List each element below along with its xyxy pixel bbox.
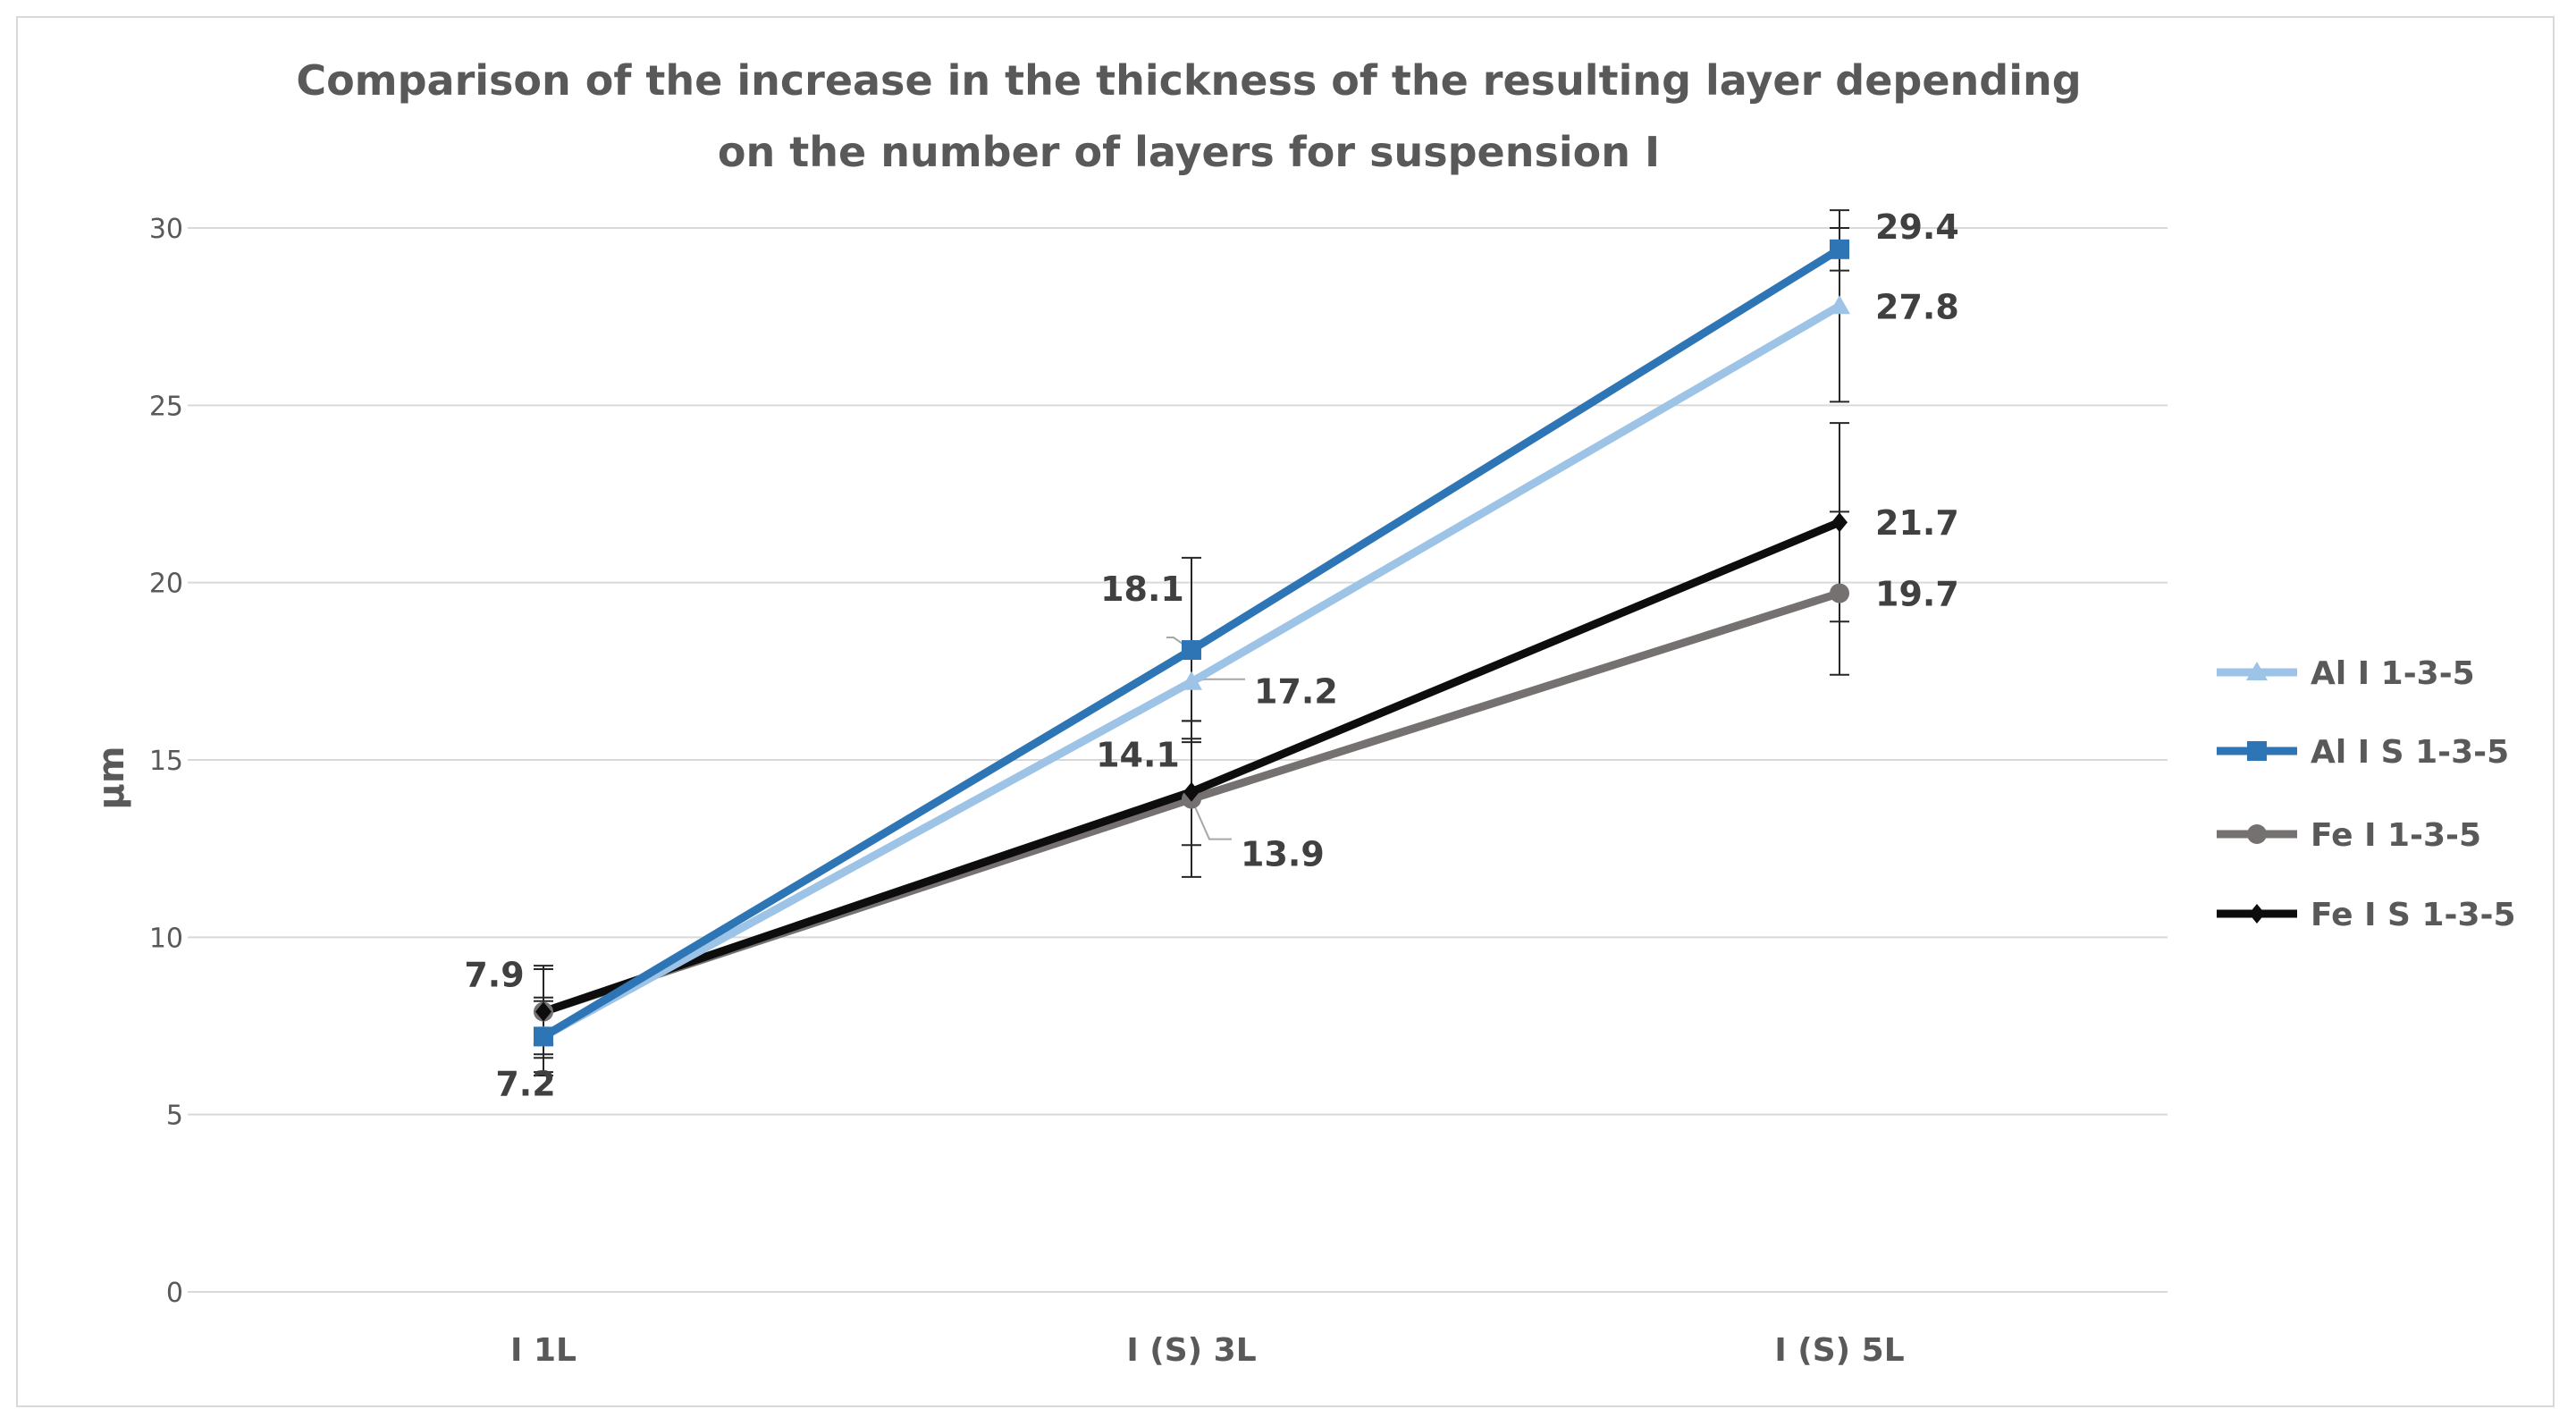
y-tick-label: 20 bbox=[149, 569, 183, 600]
data-label: 17.2 bbox=[1254, 672, 1338, 712]
chart-title: Comparison of the increase in the thickn… bbox=[296, 56, 2082, 176]
data-label: 13.9 bbox=[1241, 835, 1325, 874]
x-category-label: I (S) 3L bbox=[1126, 1332, 1256, 1369]
y-tick-label: 30 bbox=[149, 214, 183, 245]
data-labels: 17.2 27.8 7.2 18.1 29.4 13.9 19.7 7.9 14.1 21.7 bbox=[464, 207, 1958, 1104]
x-category-label: I 1L bbox=[510, 1332, 577, 1369]
marker-diamond bbox=[2249, 904, 2265, 924]
data-label: 19.7 bbox=[1875, 575, 1959, 614]
data-label: 21.7 bbox=[1875, 503, 1959, 543]
data-label: 7.9 bbox=[464, 956, 524, 995]
marker-square bbox=[1830, 239, 1849, 259]
marker-triangle bbox=[1181, 671, 1202, 690]
y-axis-ticks: 0 5 10 15 20 25 30 bbox=[149, 214, 183, 1309]
chart-frame bbox=[16, 16, 2555, 1407]
y-tick-label: 10 bbox=[149, 923, 183, 954]
x-axis-categories: I 1L I (S) 3L I (S) 5L bbox=[510, 1332, 1905, 1369]
x-category-label: I (S) 5L bbox=[1774, 1332, 1904, 1369]
y-tick-label: 5 bbox=[166, 1101, 183, 1132]
data-label: 29.4 bbox=[1875, 207, 1959, 247]
y-tick-label: 0 bbox=[166, 1278, 183, 1309]
marker-triangle bbox=[1829, 295, 1850, 315]
y-tick-label: 25 bbox=[149, 391, 183, 422]
marker-triangle bbox=[2246, 662, 2268, 680]
marker-diamond bbox=[1183, 781, 1200, 802]
y-tick-label: 15 bbox=[149, 746, 183, 777]
marker-square bbox=[1182, 640, 1201, 661]
marker-square bbox=[2247, 741, 2267, 761]
leader-line bbox=[1191, 798, 1232, 840]
legend-label: Al I S 1-3-5 bbox=[2311, 734, 2509, 771]
legend: Al I 1-3-5 Al I S 1-3-5 Fe I 1-3-5 Fe I S 1… bbox=[2217, 655, 2516, 933]
data-label: 14.1 bbox=[1096, 736, 1180, 775]
legend-label: Al I 1-3-5 bbox=[2311, 655, 2475, 692]
marker-circle bbox=[1830, 583, 1849, 603]
series-markers bbox=[533, 239, 1850, 1047]
legend-label: Fe I S 1-3-5 bbox=[2311, 897, 2516, 933]
data-label: 7.2 bbox=[495, 1064, 555, 1103]
marker-square bbox=[534, 1026, 553, 1047]
y-axis-label: µm bbox=[91, 746, 132, 809]
marker-circle bbox=[2247, 824, 2267, 844]
legend-label: Fe I 1-3-5 bbox=[2311, 817, 2481, 854]
marker-diamond bbox=[535, 1001, 551, 1022]
data-label: 27.8 bbox=[1875, 287, 1959, 326]
marker-diamond bbox=[1831, 512, 1848, 533]
gridlines bbox=[188, 227, 2168, 1293]
data-label: 18.1 bbox=[1100, 570, 1184, 609]
